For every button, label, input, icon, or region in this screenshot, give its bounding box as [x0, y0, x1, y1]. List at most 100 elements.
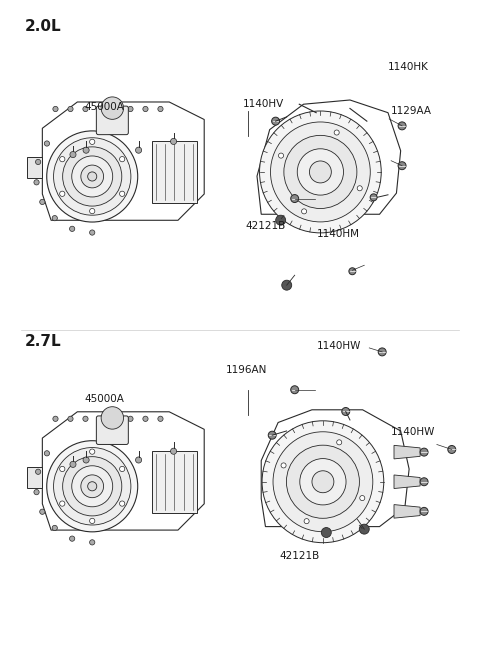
Circle shape	[88, 481, 97, 491]
Circle shape	[101, 97, 123, 119]
Circle shape	[113, 106, 118, 111]
Circle shape	[70, 461, 76, 468]
Circle shape	[271, 122, 370, 222]
Circle shape	[36, 469, 41, 474]
Circle shape	[272, 117, 279, 125]
Circle shape	[128, 106, 133, 111]
Circle shape	[83, 106, 88, 111]
Circle shape	[47, 441, 138, 532]
Circle shape	[44, 141, 49, 146]
Circle shape	[128, 416, 133, 421]
Circle shape	[101, 407, 123, 429]
Circle shape	[260, 111, 381, 233]
Circle shape	[53, 416, 58, 421]
Circle shape	[72, 466, 113, 507]
Circle shape	[398, 122, 406, 130]
Circle shape	[120, 157, 125, 162]
Circle shape	[52, 525, 58, 531]
Circle shape	[143, 106, 148, 111]
Text: 45000A: 45000A	[85, 102, 125, 112]
Circle shape	[284, 136, 357, 208]
Circle shape	[40, 509, 45, 514]
Circle shape	[360, 496, 365, 500]
Polygon shape	[394, 475, 420, 489]
Text: 1129AA: 1129AA	[390, 106, 432, 116]
Circle shape	[420, 508, 428, 515]
Polygon shape	[257, 100, 401, 214]
Polygon shape	[42, 102, 204, 220]
Circle shape	[281, 463, 286, 468]
Circle shape	[297, 149, 344, 195]
Bar	[152, 141, 197, 203]
Circle shape	[282, 280, 292, 290]
Circle shape	[310, 161, 331, 183]
Circle shape	[120, 466, 125, 472]
Text: 45000A: 45000A	[85, 394, 125, 404]
Circle shape	[47, 131, 138, 222]
Circle shape	[370, 194, 377, 201]
Circle shape	[312, 471, 334, 493]
Circle shape	[170, 138, 177, 145]
Circle shape	[158, 416, 163, 421]
Circle shape	[98, 106, 103, 111]
Polygon shape	[26, 467, 42, 488]
Circle shape	[90, 230, 95, 235]
Circle shape	[120, 501, 125, 506]
Polygon shape	[261, 410, 409, 527]
Text: 2.0L: 2.0L	[25, 19, 62, 33]
Circle shape	[262, 421, 384, 543]
Circle shape	[273, 432, 373, 532]
Polygon shape	[26, 157, 42, 178]
Circle shape	[34, 179, 39, 185]
Circle shape	[291, 195, 299, 202]
Circle shape	[113, 416, 118, 421]
Circle shape	[420, 477, 428, 486]
Polygon shape	[394, 445, 420, 459]
Text: 1140HW: 1140HW	[390, 427, 435, 437]
Circle shape	[44, 451, 49, 456]
Circle shape	[448, 445, 456, 453]
Circle shape	[342, 407, 350, 415]
Circle shape	[135, 147, 142, 153]
Circle shape	[52, 215, 58, 221]
Circle shape	[321, 527, 331, 538]
Text: 1196AN: 1196AN	[226, 365, 267, 375]
Text: 42121B: 42121B	[246, 221, 286, 231]
Circle shape	[36, 159, 41, 164]
Circle shape	[81, 475, 104, 498]
Text: 1140HK: 1140HK	[388, 62, 429, 71]
Circle shape	[63, 457, 122, 516]
Circle shape	[63, 147, 122, 206]
Circle shape	[68, 416, 73, 421]
Circle shape	[170, 448, 177, 455]
Circle shape	[360, 524, 369, 534]
Circle shape	[68, 106, 73, 111]
Circle shape	[60, 191, 65, 196]
Text: 1140HV: 1140HV	[242, 100, 284, 109]
Polygon shape	[42, 412, 204, 530]
FancyBboxPatch shape	[96, 106, 128, 135]
Circle shape	[88, 172, 97, 181]
Circle shape	[83, 147, 89, 153]
Circle shape	[378, 348, 386, 356]
Circle shape	[334, 130, 339, 135]
Circle shape	[300, 458, 346, 505]
Circle shape	[60, 501, 65, 506]
Circle shape	[90, 518, 95, 523]
Circle shape	[268, 431, 276, 439]
Circle shape	[54, 447, 131, 525]
Circle shape	[291, 386, 299, 394]
Circle shape	[70, 536, 75, 541]
Circle shape	[304, 519, 309, 524]
Circle shape	[60, 466, 65, 472]
Circle shape	[349, 268, 356, 274]
Circle shape	[98, 416, 103, 421]
Circle shape	[54, 138, 131, 215]
Circle shape	[276, 215, 286, 225]
Circle shape	[72, 156, 113, 197]
Circle shape	[90, 208, 95, 214]
Circle shape	[83, 457, 89, 463]
FancyBboxPatch shape	[96, 416, 128, 445]
Circle shape	[60, 157, 65, 162]
Circle shape	[90, 449, 95, 455]
